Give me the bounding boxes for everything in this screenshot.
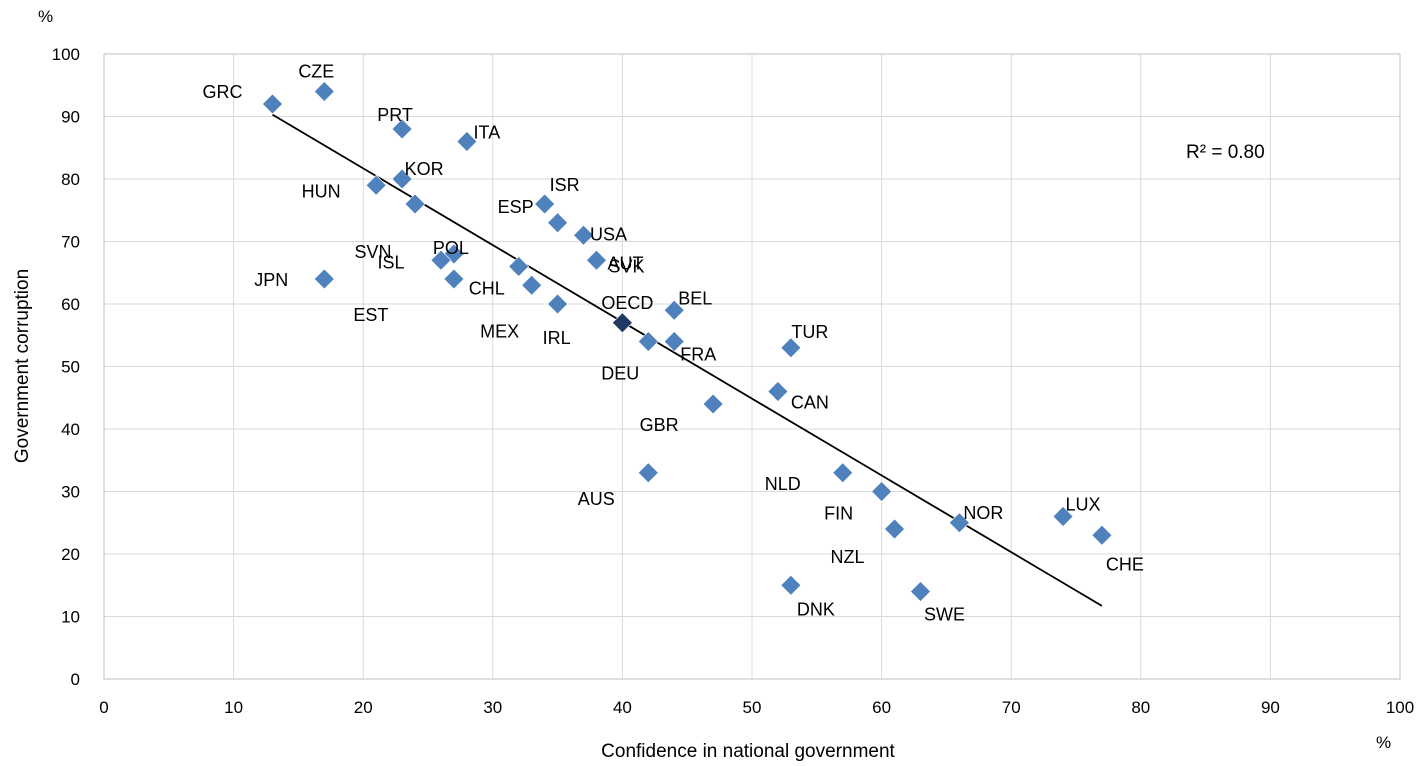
x-axis-title: Confidence in national government — [601, 741, 895, 762]
y-tick-label: 20 — [61, 545, 80, 564]
point-label-tur: TUR — [791, 322, 828, 342]
y-axis-unit: % — [38, 7, 53, 26]
x-tick-label: 90 — [1261, 698, 1280, 717]
point-label-est: EST — [353, 305, 388, 325]
point-hun — [366, 175, 386, 195]
point-label-aus: AUS — [578, 489, 615, 509]
y-tick-label: 60 — [61, 295, 80, 314]
point-label-jpn: JPN — [254, 270, 288, 290]
point-label-ita: ITA — [474, 123, 501, 143]
y-axis-title: Government corruption — [12, 269, 33, 463]
y-tick-label: 40 — [61, 420, 80, 439]
point-cze — [314, 82, 334, 102]
point-label-oecd: OECD — [601, 293, 653, 313]
point-mex — [522, 275, 542, 295]
point-label-mex: MEX — [480, 321, 519, 341]
point-gbr — [703, 394, 723, 414]
y-tick-label: 100 — [52, 45, 80, 64]
x-tick-label: 100 — [1386, 698, 1414, 717]
point-label-usa: USA — [590, 224, 627, 244]
point-label-hun: HUN — [302, 181, 341, 201]
point-label-can: CAN — [791, 393, 829, 413]
point-label-che: CHE — [1106, 554, 1144, 574]
r-squared-label: R² = 0.80 — [1186, 142, 1265, 163]
point-label-gbr: GBR — [640, 415, 679, 435]
x-tick-label: 80 — [1131, 698, 1150, 717]
point-label-swe: SWE — [924, 605, 965, 625]
point-dnk — [781, 575, 801, 595]
x-tick-label: 50 — [743, 698, 762, 717]
x-tick-label: 0 — [99, 698, 108, 717]
point-label-kor: KOR — [405, 159, 444, 179]
point-nld — [833, 463, 853, 483]
y-tick-label: 30 — [61, 483, 80, 502]
x-axis-tick-labels: 0 10 20 30 40 50 60 70 80 90 100 — [99, 698, 1414, 717]
point-chl — [509, 257, 529, 277]
point-aus — [638, 463, 658, 483]
point-oecd — [612, 313, 632, 333]
point-label-nor: NOR — [963, 503, 1003, 523]
point-label-prt: PRT — [377, 105, 413, 125]
point-deu — [638, 332, 658, 352]
point-est — [444, 269, 464, 289]
y-tick-label: 80 — [61, 170, 80, 189]
point-label-esp: ESP — [498, 197, 534, 217]
x-tick-label: 20 — [354, 698, 373, 717]
y-axis-tick-labels: 0 10 20 30 40 50 60 70 80 90 100 — [52, 45, 80, 689]
point-label-aut: AUT — [607, 253, 643, 273]
point-label-lux: LUX — [1066, 495, 1101, 515]
point-can — [768, 382, 788, 402]
point-che — [1092, 525, 1112, 545]
x-axis-unit: % — [1376, 733, 1391, 752]
point-label-dnk: DNK — [797, 599, 835, 619]
point-label-nld: NLD — [765, 474, 801, 494]
point-swe — [910, 582, 930, 602]
y-tick-label: 10 — [61, 608, 80, 627]
y-tick-label: 70 — [61, 233, 80, 252]
point-irl — [548, 294, 568, 314]
point-label-chl: CHL — [469, 279, 505, 299]
x-tick-label: 70 — [1002, 698, 1021, 717]
point-label-isl: ISL — [377, 252, 404, 272]
point-label-bel: BEL — [678, 288, 712, 308]
point-label-isr: ISR — [550, 175, 580, 195]
point-fin — [872, 482, 892, 502]
point-aut — [586, 250, 606, 270]
point-isr — [548, 213, 568, 233]
point-label-fin: FIN — [824, 504, 853, 524]
point-label-nzl: NZL — [831, 547, 865, 567]
y-tick-label: 90 — [61, 108, 80, 127]
x-tick-label: 10 — [224, 698, 243, 717]
point-label-fra: FRA — [680, 345, 716, 365]
point-label-irl: IRL — [543, 328, 571, 348]
point-label-grc: GRC — [202, 82, 242, 102]
point-nzl — [885, 519, 905, 539]
x-tick-label: 30 — [483, 698, 502, 717]
x-tick-label: 60 — [872, 698, 891, 717]
y-tick-label: 0 — [71, 670, 80, 689]
point-label-deu: DEU — [601, 364, 639, 384]
x-tick-label: 40 — [613, 698, 632, 717]
point-esp — [535, 194, 555, 214]
y-tick-label: 50 — [61, 358, 80, 377]
point-grc — [262, 94, 282, 114]
point-label-cze: CZE — [298, 62, 334, 82]
point-svn — [405, 194, 425, 214]
data-points — [262, 82, 1111, 602]
point-label-pol: POL — [433, 238, 469, 258]
point-jpn — [314, 269, 334, 289]
